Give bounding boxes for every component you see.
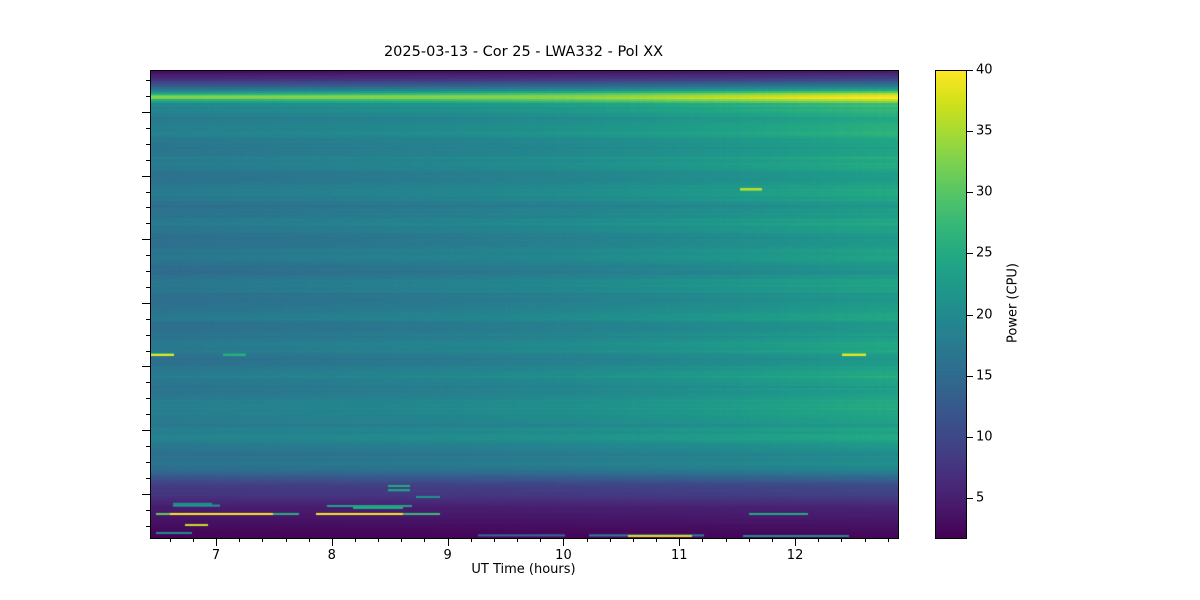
y-axis-minor-tick bbox=[146, 334, 150, 336]
x-axis-tick bbox=[795, 538, 797, 546]
x-axis-minor-tick bbox=[586, 538, 588, 542]
x-axis-tick bbox=[216, 538, 217, 546]
x-axis-tick bbox=[563, 538, 565, 546]
colorbar-tick-label: 35 bbox=[976, 123, 993, 139]
x-axis-minor-tick bbox=[748, 538, 750, 542]
y-axis-minor-tick bbox=[146, 318, 150, 320]
x-axis-minor-tick bbox=[887, 538, 889, 542]
y-axis-tick bbox=[142, 111, 150, 113]
x-axis-minor-tick bbox=[192, 538, 194, 542]
y-axis-tick bbox=[142, 239, 150, 241]
x-axis-minor-tick bbox=[378, 538, 380, 542]
colorbar-tick bbox=[966, 314, 973, 316]
x-axis-minor-tick bbox=[818, 538, 820, 542]
x-axis-minor-tick bbox=[656, 538, 658, 542]
y-axis-minor-tick bbox=[146, 509, 150, 511]
y-axis-tick bbox=[142, 175, 150, 177]
x-axis-minor-tick bbox=[632, 538, 634, 542]
y-axis-minor-tick bbox=[146, 207, 150, 209]
x-axis-tick-label: 7 bbox=[211, 548, 221, 563]
x-axis-tick-label: 11 bbox=[670, 548, 688, 563]
x-axis-minor-tick bbox=[771, 538, 773, 542]
colorbar-tick-label: 20 bbox=[976, 307, 993, 322]
x-axis-minor-tick bbox=[169, 538, 171, 542]
y-axis-tick bbox=[142, 430, 150, 432]
x-axis-minor-tick bbox=[262, 538, 264, 542]
colorbar-tick-label: 5 bbox=[976, 490, 985, 506]
x-axis-minor-tick bbox=[285, 538, 287, 542]
y-axis-tick bbox=[142, 302, 150, 304]
colorbar-tick-label: 40 bbox=[976, 62, 993, 78]
x-axis-tick-label: 9 bbox=[443, 548, 452, 563]
x-axis-minor-tick bbox=[540, 538, 542, 542]
colorbar-tick-label: 15 bbox=[976, 368, 993, 384]
x-axis-minor-tick bbox=[354, 538, 356, 542]
y-axis-minor-tick bbox=[146, 350, 150, 352]
y-axis-tick bbox=[142, 366, 150, 368]
x-axis-minor-tick bbox=[609, 538, 611, 542]
x-axis-tick-label: 8 bbox=[327, 548, 336, 563]
spectrogram-axes[interactable] bbox=[150, 70, 899, 539]
y-axis-minor-tick bbox=[146, 398, 150, 400]
x-axis-minor-tick bbox=[725, 538, 727, 542]
x-axis-minor-tick bbox=[702, 538, 704, 542]
colorbar-tick bbox=[966, 192, 973, 194]
x-axis-minor-tick bbox=[308, 538, 310, 542]
y-axis-minor-tick bbox=[146, 80, 150, 82]
colorbar[interactable] bbox=[935, 70, 967, 539]
plot-title: 2025-03-13 - Cor 25 - LWA332 - Pol XX bbox=[383, 44, 664, 60]
y-axis-minor-tick bbox=[146, 127, 150, 129]
colorbar-tick bbox=[966, 70, 973, 71]
y-axis-minor-tick bbox=[146, 525, 150, 527]
colorbar-tick-label: 10 bbox=[976, 429, 993, 445]
y-axis-minor-tick bbox=[146, 461, 150, 463]
x-axis-label: UT Time (hours) bbox=[471, 562, 576, 577]
y-axis-minor-tick bbox=[146, 159, 150, 161]
colorbar-tick bbox=[966, 253, 973, 255]
colorbar-tick bbox=[966, 375, 973, 377]
colorbar-tick-label: 30 bbox=[976, 184, 993, 200]
colorbar-tick-label: 25 bbox=[976, 245, 993, 261]
colorbar-gradient bbox=[936, 71, 966, 538]
colorbar-tick bbox=[966, 497, 973, 499]
y-axis-minor-tick bbox=[146, 414, 150, 416]
y-axis-minor-tick bbox=[146, 191, 150, 193]
x-axis-tick-label: 10 bbox=[555, 548, 572, 563]
x-axis-minor-tick bbox=[470, 538, 472, 542]
x-axis-minor-tick bbox=[864, 538, 866, 542]
x-axis-tick bbox=[447, 538, 449, 546]
x-axis-minor-tick bbox=[401, 538, 403, 542]
y-axis-minor-tick bbox=[146, 286, 150, 288]
x-axis-minor-tick bbox=[424, 538, 426, 542]
y-axis-minor-tick bbox=[146, 96, 150, 98]
y-axis-minor-tick bbox=[146, 255, 150, 257]
x-axis-minor-tick bbox=[841, 538, 843, 542]
y-axis-minor-tick bbox=[146, 446, 150, 448]
colorbar-tick bbox=[966, 131, 973, 133]
x-axis-minor-tick bbox=[493, 538, 495, 542]
y-axis-minor-tick bbox=[146, 271, 150, 273]
x-axis-tick bbox=[331, 538, 333, 546]
x-axis-minor-tick bbox=[517, 538, 519, 542]
y-axis-minor-tick bbox=[146, 382, 150, 384]
y-axis-minor-tick bbox=[146, 223, 150, 225]
y-axis-minor-tick bbox=[146, 143, 150, 145]
spectrogram-image bbox=[151, 71, 898, 538]
x-axis-tick-label: 12 bbox=[786, 548, 804, 563]
y-axis-tick bbox=[142, 493, 150, 495]
x-axis-tick bbox=[679, 538, 681, 546]
y-axis-minor-tick bbox=[146, 477, 150, 479]
colorbar-label: Power (CPU) bbox=[1005, 262, 1021, 344]
x-axis-minor-tick bbox=[239, 538, 241, 542]
colorbar-tick bbox=[966, 436, 973, 438]
